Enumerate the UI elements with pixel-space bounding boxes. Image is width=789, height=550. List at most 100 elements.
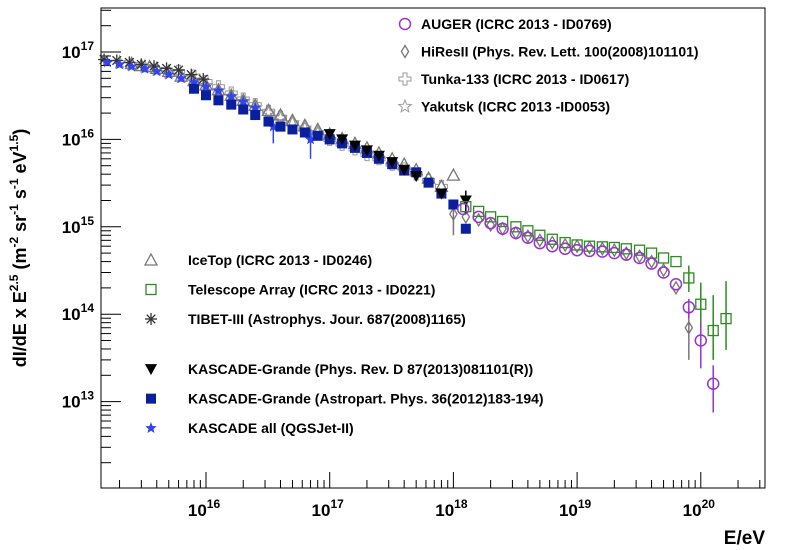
x-tick-base: 10: [312, 501, 331, 520]
data-point: [200, 80, 212, 92]
y-tick-label: 1013: [62, 389, 95, 412]
data-point: [657, 266, 670, 279]
data-point: [570, 243, 584, 257]
data-point: [620, 248, 633, 261]
data-point: [472, 210, 485, 224]
data-point: [101, 56, 114, 68]
data-point: [448, 199, 459, 210]
y-tick-base: 10: [62, 305, 81, 324]
data-point: [449, 206, 458, 222]
data-point: [496, 215, 509, 228]
data-point: [348, 140, 361, 152]
data-point: [226, 99, 237, 110]
data-point: [547, 235, 557, 250]
data-point: [151, 65, 163, 77]
y-tick-exp: 14: [81, 301, 95, 315]
data-point: [261, 102, 276, 116]
data-point: [608, 241, 620, 254]
data-point: [522, 225, 534, 237]
data-point: [213, 95, 224, 106]
data-point: [707, 324, 719, 337]
data-point: [645, 257, 658, 270]
y-tick-label: 1014: [62, 301, 95, 324]
legend-item-ta: Telescope Array (ICRC 2013 - ID0221): [145, 282, 435, 298]
data-point: [263, 116, 274, 127]
data-point: [608, 246, 621, 260]
legend-label: KASCADE-Grande (Phys. Rev. D 87(2013)081…: [188, 361, 533, 377]
y-tick-exp: 17: [81, 39, 95, 53]
data-point: [621, 245, 631, 261]
data-point: [160, 62, 173, 75]
legend-marker: [143, 252, 159, 266]
y-tick-exp: 16: [81, 126, 95, 140]
data-point: [633, 244, 646, 256]
legend-item-kascade: KASCADE all (QGSJet-II): [145, 420, 354, 436]
legend-label: TIBET-III (Astrophys. Jour. 687(2008)116…: [188, 311, 466, 327]
x-tick-base: 10: [559, 501, 578, 520]
data-point: [287, 124, 298, 135]
legend-label: Telescope Array (ICRC 2013 - ID0221): [188, 282, 435, 298]
data-point: [423, 177, 434, 188]
y-tick-base: 10: [62, 43, 81, 62]
data-point: [657, 252, 670, 264]
data-point: [510, 221, 522, 233]
data-point: [386, 157, 399, 169]
data-point: [684, 320, 694, 336]
series-auger: [456, 202, 720, 413]
data-point: [609, 242, 619, 258]
x-tick-label: 1018: [435, 497, 468, 520]
data-point: [546, 239, 559, 253]
legend-label: KASCADE-Grande (Astropart. Phys. 36(2012…: [188, 391, 544, 407]
x-tick-label: 1020: [683, 497, 716, 520]
data-point: [275, 121, 286, 132]
data-point: [694, 334, 708, 347]
data-point: [238, 104, 249, 115]
data-point: [460, 201, 472, 213]
data-point: [546, 233, 558, 245]
data-point: [189, 83, 200, 94]
y-tick-exp: 15: [81, 214, 95, 228]
x-tick-labels: 1016 1017 1018 1019 1020: [188, 497, 715, 520]
data-point: [210, 82, 226, 98]
y-tick-base: 10: [62, 130, 81, 149]
data-point: [620, 243, 632, 255]
data-point: [372, 150, 385, 162]
x-tick-exp: 16: [207, 497, 221, 511]
y-tick-label: 1017: [62, 39, 95, 62]
x-tick-exp: 17: [330, 497, 344, 511]
data-point: [509, 226, 523, 240]
legend-label: Tunka-133 (ICRC 2013 - ID0617): [421, 71, 629, 87]
data-point: [683, 272, 695, 284]
series-kascade: [101, 56, 317, 159]
data-point: [583, 244, 596, 258]
legend-left: IceTop (ICRC 2013 - ID0246) Telescope Arr…: [143, 252, 544, 436]
data-point: [670, 255, 682, 268]
legend-item-yakutsk: Yakutsk (ICRC 2013 -ID0053): [397, 99, 610, 115]
data-point: [139, 62, 151, 74]
data-point: [496, 222, 509, 235]
data-point: [125, 60, 138, 72]
legend-marker: [145, 364, 157, 376]
data-point: [201, 90, 211, 101]
y-tick-base: 10: [62, 218, 81, 237]
y-label-close: ): [10, 129, 30, 135]
data-point: [312, 130, 323, 141]
data-point: [474, 212, 484, 228]
data-point: [533, 236, 547, 250]
data-point: [558, 242, 572, 256]
x-tick-exp: 20: [702, 497, 716, 511]
y-label-base: dI/dE x E: [10, 291, 30, 367]
y-tick-base: 10: [62, 393, 81, 412]
data-point: [635, 249, 644, 264]
data-point: [172, 64, 185, 77]
data-point: [596, 241, 608, 253]
x-tick-exp: 18: [454, 497, 468, 511]
y-label-ev-exp: 1.5: [7, 134, 21, 151]
data-point: [223, 88, 239, 103]
data-point: [583, 240, 596, 252]
x-tick-label: 1019: [559, 497, 592, 520]
data-point: [695, 298, 707, 310]
x-tick-base: 10: [188, 501, 207, 520]
